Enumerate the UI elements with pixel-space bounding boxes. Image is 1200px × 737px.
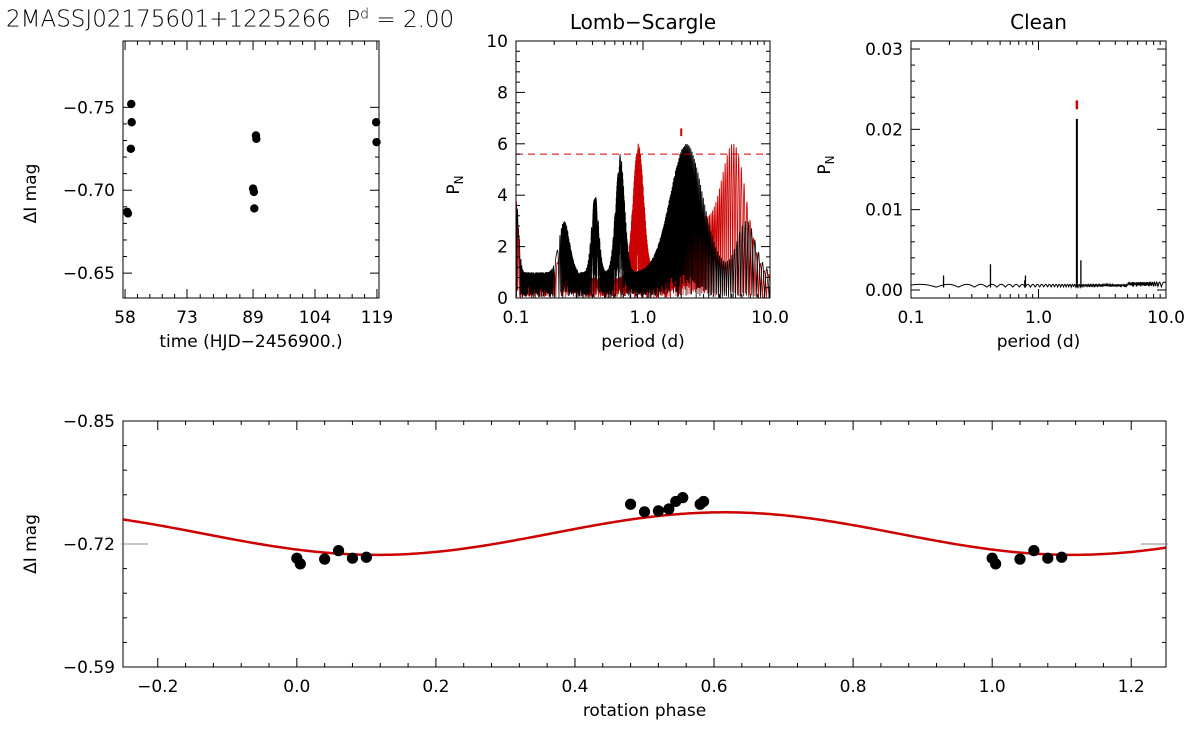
period-superscript: d bbox=[360, 6, 370, 22]
timeseries-ylabel: ΔI mag bbox=[21, 164, 41, 224]
lomb-scargle-ylabel: PN bbox=[444, 175, 466, 194]
data-point bbox=[1042, 552, 1054, 564]
x-tick-label: 73 bbox=[176, 308, 198, 328]
lomb_scargle-title: Lomb−Scargle bbox=[570, 10, 716, 34]
y-tick-label: −0.59 bbox=[63, 658, 115, 678]
data-point bbox=[652, 505, 665, 517]
data-point bbox=[663, 503, 675, 515]
y-tick-label: −0.72 bbox=[63, 535, 115, 555]
period-value: = 2.00 bbox=[376, 6, 455, 33]
x-tick-label: 1.0 bbox=[979, 677, 1006, 697]
clean-title: Clean bbox=[1010, 10, 1067, 34]
x-tick-label: 1.2 bbox=[1118, 677, 1145, 697]
y-tick-label: −0.85 bbox=[63, 412, 115, 432]
y-tick-label: 0.02 bbox=[865, 120, 903, 140]
x-tick-label: 10.0 bbox=[751, 308, 789, 328]
data-point bbox=[332, 545, 345, 557]
clean-ylabel: PN bbox=[815, 155, 837, 174]
data-point bbox=[252, 134, 261, 144]
clean-frame bbox=[910, 40, 1167, 299]
data-point bbox=[624, 498, 637, 510]
y-tick-label: −0.65 bbox=[63, 264, 115, 284]
data-point bbox=[677, 492, 689, 504]
data-point bbox=[126, 144, 136, 153]
y-tick-label: −0.70 bbox=[63, 181, 115, 201]
timeseries-frame bbox=[122, 40, 380, 299]
x-tick-label: 0.0 bbox=[283, 677, 310, 697]
y-tick-label: 2 bbox=[497, 238, 508, 258]
data-point bbox=[346, 552, 359, 564]
x-tick-label: −0.2 bbox=[137, 677, 178, 697]
phased-xlabel: rotation phase bbox=[583, 701, 706, 721]
data-point bbox=[360, 551, 372, 563]
phased-ylabel: ΔI mag bbox=[21, 514, 41, 574]
data-point bbox=[1014, 553, 1026, 565]
clean-xlabel: period (d) bbox=[997, 332, 1081, 352]
data-point bbox=[990, 558, 1002, 570]
timeseries-xlabel: time (HJD−2456900.) bbox=[159, 332, 342, 352]
x-tick-label: 0.2 bbox=[422, 677, 449, 697]
x-tick-label: 0.1 bbox=[897, 308, 924, 328]
x-tick-label: 0.6 bbox=[701, 677, 728, 697]
object-name: 2MASSJ02175601+1225266 bbox=[6, 6, 331, 33]
x-tick-label: 1.0 bbox=[1025, 308, 1052, 328]
x-tick-label: 104 bbox=[299, 308, 331, 328]
y-tick-label: 0.01 bbox=[865, 201, 903, 221]
x-tick-label: 10.0 bbox=[1147, 308, 1185, 328]
data-point bbox=[319, 553, 331, 565]
y-tick-label: 0.00 bbox=[865, 281, 903, 301]
y-tick-label: 10 bbox=[486, 32, 508, 52]
object-title: 2MASSJ02175601+1225266 Pd = 2.00 bbox=[6, 6, 454, 33]
x-tick-label: 0.1 bbox=[502, 308, 529, 328]
y-tick-label: −0.75 bbox=[63, 98, 115, 118]
y-tick-label: 4 bbox=[497, 186, 508, 206]
x-tick-label: 89 bbox=[242, 308, 264, 328]
data-point bbox=[371, 118, 381, 127]
y-tick-label: 0 bbox=[497, 289, 508, 309]
period-label: Pd = 2.00 bbox=[346, 6, 455, 33]
data-point bbox=[372, 137, 381, 147]
clean-baseline bbox=[910, 280, 1167, 290]
data-point bbox=[123, 209, 133, 218]
x-tick-label: 0.4 bbox=[561, 677, 588, 697]
data-point bbox=[250, 204, 259, 213]
data-point bbox=[638, 506, 651, 518]
data-point bbox=[127, 118, 136, 127]
period-symbol: P bbox=[346, 6, 361, 33]
x-tick-label: 1.0 bbox=[629, 308, 656, 328]
data-point bbox=[698, 495, 710, 508]
data-point bbox=[1028, 545, 1040, 557]
y-tick-label: 8 bbox=[497, 83, 508, 103]
x-tick-label: 58 bbox=[114, 308, 136, 328]
data-point bbox=[249, 187, 259, 197]
phased-frame bbox=[122, 420, 1167, 668]
sinusoidal-fit-line bbox=[122, 511, 1167, 557]
y-tick-label: 0.03 bbox=[865, 40, 903, 60]
data-point bbox=[1056, 551, 1068, 563]
ls-curves bbox=[516, 143, 770, 298]
data-point bbox=[127, 99, 136, 109]
x-tick-label: 0.8 bbox=[840, 677, 867, 697]
x-tick-label: 119 bbox=[361, 308, 393, 328]
y-tick-label: 6 bbox=[497, 135, 508, 155]
lomb_scargle-xlabel: period (d) bbox=[601, 332, 685, 352]
data-point bbox=[294, 558, 306, 570]
